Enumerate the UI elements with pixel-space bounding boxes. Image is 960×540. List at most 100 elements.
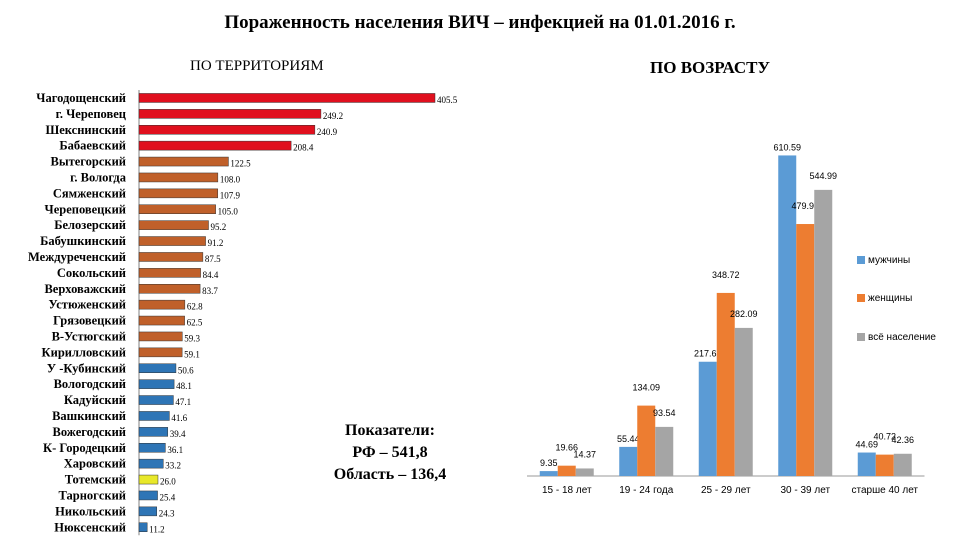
territory-bar bbox=[138, 252, 204, 262]
age-category-label: 15 - 18 лет bbox=[542, 485, 592, 496]
territory-value-label: 122.5 bbox=[230, 159, 251, 169]
age-category-label: 25 - 29 лет bbox=[701, 485, 751, 496]
territory-label: Сокольский bbox=[57, 266, 126, 280]
territory-value-label: 83.7 bbox=[202, 286, 218, 296]
legend-label: женщины bbox=[868, 293, 912, 304]
territory-label: Чагодощенский bbox=[36, 91, 126, 105]
territory-bar bbox=[138, 379, 175, 389]
territory-bar bbox=[138, 93, 436, 103]
territory-value-label: 108.0 bbox=[220, 174, 241, 184]
territory-value-label: 249.2 bbox=[323, 111, 343, 121]
territory-bar bbox=[138, 458, 164, 469]
territory-value-label: 11.2 bbox=[149, 524, 164, 534]
territory-bar-chart: Чагодощенский 405.5 г. Череповец 249.2 Шексн… bbox=[28, 90, 458, 536]
age-value-label: 19.66 bbox=[555, 443, 578, 453]
age-bar bbox=[893, 453, 912, 476]
territory-value-label: 41.6 bbox=[171, 413, 187, 423]
age-category-label: 30 - 39 лет bbox=[780, 485, 830, 496]
age-value-label: 9.35 bbox=[540, 458, 558, 468]
territory-label: Грязовецкий bbox=[53, 314, 126, 328]
territory-label: Вожегодский bbox=[53, 425, 126, 439]
indicators-box: Показатели: РФ – 541,8 Область – 136,4 bbox=[320, 420, 460, 486]
territory-value-label: 39.4 bbox=[170, 429, 186, 439]
age-value-label: 610.59 bbox=[773, 142, 801, 152]
age-value-label: 217.63 bbox=[694, 349, 722, 359]
territory-bar bbox=[138, 109, 322, 119]
territory-bar bbox=[138, 363, 177, 373]
age-chart-heading: ПО ВОЗРАСТУ bbox=[650, 58, 770, 77]
territory-value-label: 62.8 bbox=[187, 302, 203, 312]
territory-bar bbox=[138, 315, 185, 326]
territory-label: Бабаевский bbox=[59, 139, 126, 153]
indicator-region: Область – 136,4 bbox=[333, 466, 447, 483]
age-value-label: 479.95 bbox=[791, 201, 819, 211]
territory-label: Верховажский bbox=[44, 282, 126, 296]
age-value-label: 42.36 bbox=[891, 435, 914, 445]
legend-swatch bbox=[857, 333, 865, 341]
territory-bar bbox=[138, 140, 292, 151]
age-value-label: 55.44 bbox=[617, 434, 640, 444]
territory-bar bbox=[138, 347, 183, 358]
territory-label: Тарногский bbox=[58, 488, 126, 502]
territory-label: Белозерский bbox=[54, 218, 126, 232]
territory-bar bbox=[138, 125, 316, 135]
territory-label: Тотемский bbox=[65, 473, 126, 487]
territory-value-label: 36.1 bbox=[167, 445, 183, 455]
territory-value-label: 59.3 bbox=[184, 333, 200, 343]
territory-bar bbox=[138, 506, 157, 517]
territory-label: К- Городецкий bbox=[43, 441, 126, 455]
legend-label: мужчины bbox=[868, 255, 910, 266]
territory-bar bbox=[138, 188, 219, 199]
age-bar bbox=[778, 155, 797, 476]
territory-value-label: 87.5 bbox=[205, 254, 221, 264]
territory-label: Вологодский bbox=[54, 377, 126, 391]
age-bar bbox=[539, 471, 558, 476]
territory-bar bbox=[138, 490, 158, 501]
territory-bar bbox=[138, 268, 201, 278]
territory-bar bbox=[138, 522, 148, 532]
territory-value-label: 240.9 bbox=[317, 127, 338, 137]
territory-bar bbox=[138, 395, 174, 405]
indicator-rf: РФ – 541,8 bbox=[352, 444, 428, 461]
territory-value-label: 33.2 bbox=[165, 461, 181, 471]
territory-value-label: 62.5 bbox=[187, 318, 203, 328]
age-bar bbox=[698, 361, 717, 476]
territory-label: Череповецкий bbox=[45, 202, 126, 216]
legend-swatch bbox=[857, 256, 865, 264]
territory-value-label: 105.0 bbox=[218, 206, 239, 216]
territory-label: В-Устюгский bbox=[52, 329, 126, 343]
age-bar bbox=[716, 292, 735, 476]
territory-value-label: 107.9 bbox=[220, 190, 241, 200]
age-value-label: 44.69 bbox=[855, 440, 878, 450]
territory-value-label: 48.1 bbox=[176, 381, 192, 391]
territory-bar bbox=[138, 156, 229, 167]
territory-label: Вытегорский bbox=[50, 155, 126, 169]
territory-bar bbox=[138, 474, 159, 485]
territory-value-label: 59.1 bbox=[184, 349, 200, 359]
age-category-label: старше 40 лет bbox=[852, 485, 919, 496]
age-bar bbox=[796, 224, 815, 476]
territory-label: Никольский bbox=[55, 504, 126, 518]
territory-label: Кадуйский bbox=[64, 393, 126, 407]
territory-label: г. Череповец bbox=[56, 107, 126, 121]
territory-bar bbox=[138, 284, 201, 294]
territory-bar bbox=[138, 331, 183, 342]
territory-label: г. Вологда bbox=[70, 170, 127, 184]
age-value-label: 93.54 bbox=[653, 408, 676, 418]
territory-bar bbox=[138, 204, 216, 214]
territory-bar bbox=[138, 236, 206, 246]
territory-bar bbox=[138, 172, 219, 183]
territory-value-label: 24.3 bbox=[159, 508, 175, 518]
territory-bar bbox=[138, 411, 170, 421]
territory-label: Бабушкинский bbox=[40, 234, 126, 248]
age-category-label: 19 - 24 года bbox=[619, 485, 674, 496]
chart-title: Пораженность населения ВИЧ – инфекцией н… bbox=[224, 12, 736, 33]
age-bar bbox=[637, 405, 656, 476]
territory-label: Вашкинский bbox=[52, 409, 126, 423]
indicators-heading: Показатели: bbox=[345, 422, 435, 439]
age-value-label: 282.09 bbox=[730, 309, 758, 319]
age-bar bbox=[575, 468, 594, 476]
territory-label: Шекснинский bbox=[46, 123, 126, 137]
